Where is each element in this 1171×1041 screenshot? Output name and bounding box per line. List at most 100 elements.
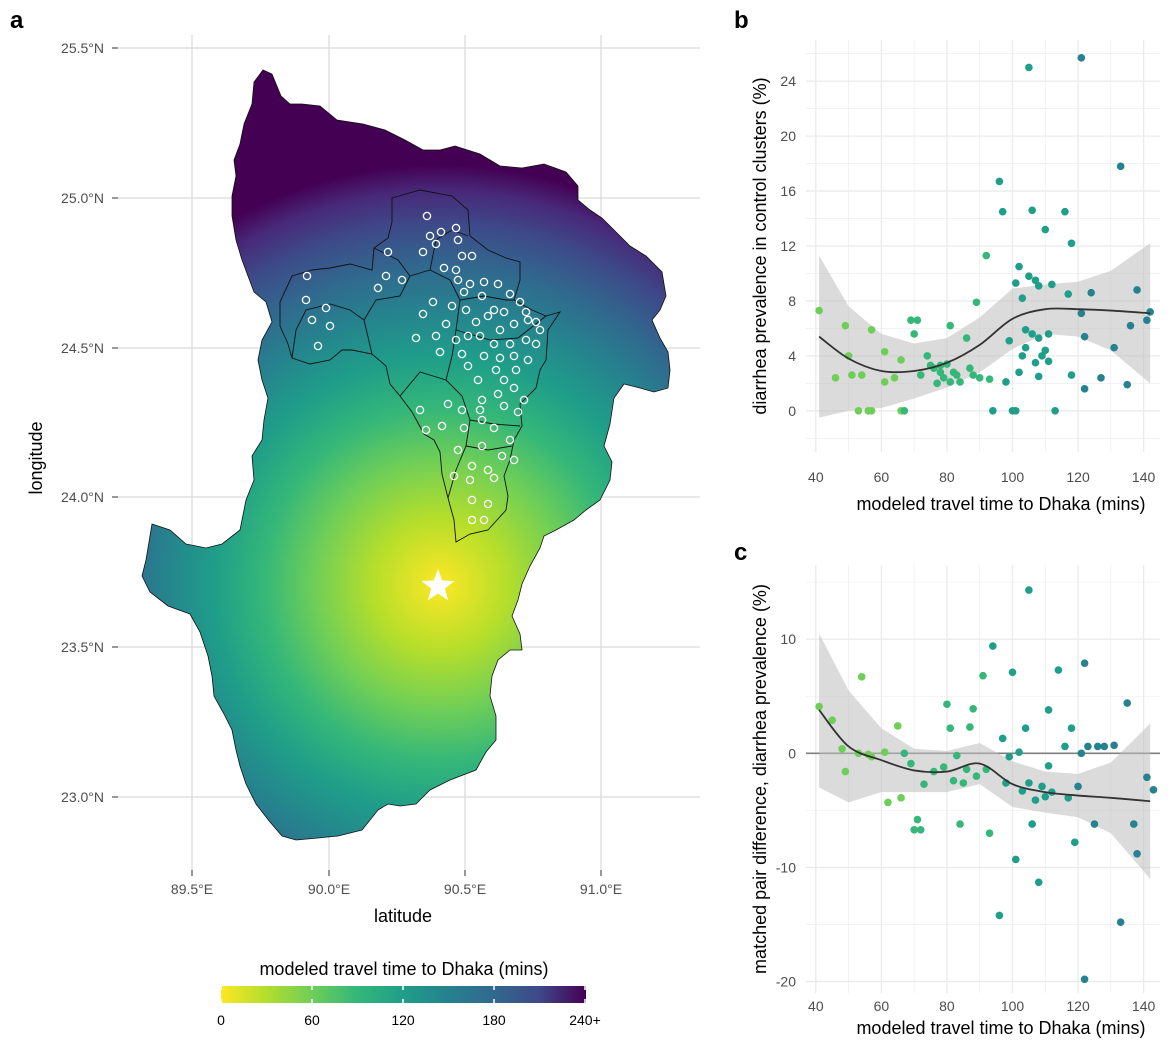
cluster-marker <box>515 297 525 307</box>
map-panel: a <box>10 7 700 1028</box>
data-point <box>1061 742 1069 751</box>
data-point <box>867 325 876 334</box>
data-point <box>1011 855 1020 864</box>
data-point <box>989 407 997 415</box>
x-tick-label: 80 <box>939 998 955 1014</box>
data-point <box>1061 207 1069 216</box>
smooth-fit-line <box>818 307 1151 374</box>
data-point <box>1080 659 1089 667</box>
cluster-marker <box>509 351 519 361</box>
data-point <box>1002 378 1010 386</box>
cluster-marker <box>431 239 441 249</box>
data-point <box>1028 206 1036 215</box>
map-y-tick-25.0: 25.0°N <box>61 190 104 206</box>
cluster-marker <box>453 235 463 245</box>
data-point <box>1110 343 1118 352</box>
data-point <box>1090 820 1099 828</box>
district-outline-inner-9 <box>465 445 513 451</box>
cluster-marker <box>473 375 483 385</box>
x-tick-label: 80 <box>939 469 955 485</box>
cluster-marker <box>307 315 317 325</box>
data-point <box>1143 773 1151 782</box>
data-point <box>966 364 974 373</box>
data-point <box>946 378 955 386</box>
cluster-marker <box>477 441 487 451</box>
y-tick-label: 12 <box>780 238 796 254</box>
data-point <box>946 724 955 733</box>
data-point <box>1149 786 1158 794</box>
data-point <box>1084 742 1092 751</box>
data-point <box>985 375 994 384</box>
cluster-marker <box>449 471 459 481</box>
cluster-marker <box>483 465 493 475</box>
cluster-marker <box>495 353 505 363</box>
cluster-marker <box>531 339 541 349</box>
confidence-ribbon <box>819 633 1151 879</box>
cluster-marker <box>461 305 471 315</box>
data-point <box>939 374 948 382</box>
data-point <box>815 702 823 711</box>
data-point <box>854 407 863 415</box>
data-point <box>966 723 974 731</box>
cluster-marker <box>467 461 477 471</box>
data-point <box>897 356 905 364</box>
data-point <box>1074 782 1082 791</box>
data-point <box>1133 849 1141 858</box>
cluster-marker <box>301 295 311 305</box>
data-point <box>890 374 899 382</box>
cluster-marker <box>463 361 473 371</box>
cluster-marker <box>457 349 467 359</box>
cluster-marker <box>505 289 515 299</box>
cluster-marker <box>475 331 485 341</box>
data-point <box>989 642 997 650</box>
cluster-marker <box>453 275 463 285</box>
data-point <box>1126 321 1135 330</box>
cluster-marker <box>381 271 391 281</box>
cluster-marker <box>499 375 509 385</box>
cluster-marker <box>477 395 487 405</box>
data-point <box>1133 286 1141 294</box>
data-point <box>857 673 866 681</box>
data-point <box>1028 330 1036 338</box>
cluster-marker <box>489 423 499 433</box>
cluster-marker <box>475 405 485 415</box>
x-axis-title: modeled travel time to Dhaka (mins) <box>856 1018 1145 1038</box>
cluster-marker <box>436 227 446 237</box>
data-point <box>1034 334 1043 342</box>
data-point <box>1129 820 1138 828</box>
travel-time-raster <box>141 69 671 841</box>
cluster-marker <box>471 317 481 327</box>
cluster-marker <box>523 355 533 365</box>
data-point <box>998 734 1007 743</box>
cluster-marker <box>383 247 393 257</box>
x-axis-title: modeled travel time to Dhaka (mins) <box>856 494 1145 514</box>
data-point <box>831 374 840 382</box>
x-tick-label: 40 <box>808 998 824 1014</box>
cluster-marker <box>422 211 432 221</box>
data-point <box>838 744 846 753</box>
cluster-marker <box>477 415 487 425</box>
data-point <box>1041 225 1050 234</box>
data-point <box>910 825 918 834</box>
district-outline-inner-6 <box>455 315 547 341</box>
cluster-marker <box>521 307 531 317</box>
data-point <box>1048 280 1056 289</box>
cluster-marker <box>489 473 499 483</box>
data-point <box>913 815 922 824</box>
district-outline-inner-3 <box>399 371 447 397</box>
cluster-marker <box>521 335 531 345</box>
cluster-marker <box>499 307 509 317</box>
cluster-marker <box>505 339 515 349</box>
cluster-marker <box>313 341 323 351</box>
data-point <box>952 751 961 760</box>
panel-b-scatter: b 40 60 80 100 120 140 0 4 8 12 16 20 24 modeled trav… <box>734 7 1160 514</box>
cluster-marker <box>467 251 477 261</box>
data-point <box>956 820 964 828</box>
data-point <box>857 371 866 379</box>
data-point <box>900 749 909 758</box>
data-point <box>1008 668 1017 677</box>
data-point <box>1015 368 1023 377</box>
cluster-marker <box>479 351 489 361</box>
data-point <box>913 316 922 324</box>
